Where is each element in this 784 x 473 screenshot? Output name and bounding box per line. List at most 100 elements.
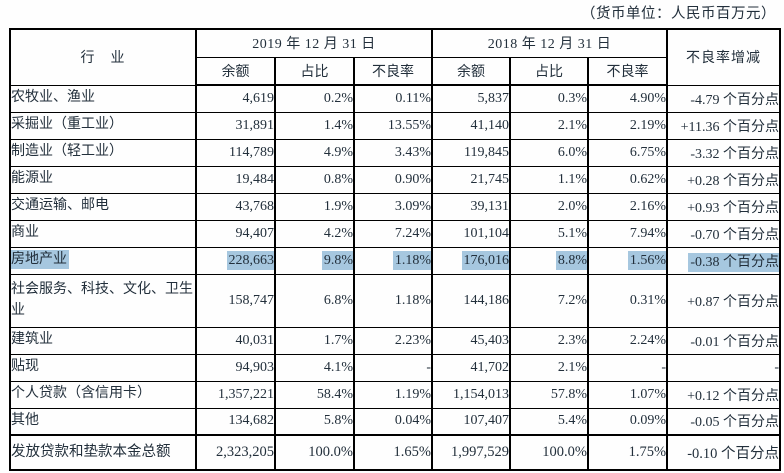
currency-unit-note: （货币单位：人民币百万元） (581, 6, 776, 22)
value-cell: 8.8% (509, 246, 589, 274)
value-cell: 1.19% (352, 380, 433, 408)
value-cell: 228,663 (195, 246, 275, 274)
value-cell: 119,845 (431, 138, 511, 166)
value-cell: 0.90% (352, 165, 433, 193)
value-cell: 6.0% (509, 138, 589, 166)
value-cell: 1.9% (274, 192, 354, 220)
industry-label: 交通运输、邮电 (11, 198, 109, 214)
value-cell: 2.23% (352, 326, 433, 354)
header-group-2018: 2018 年 12 月 31 日 (431, 28, 668, 57)
value-cell: 0.62% (587, 165, 668, 193)
industry-cell: 房地产业 (9, 246, 196, 274)
value-cell: 1.18% (352, 273, 433, 327)
industry-cell: 贴现 (9, 353, 196, 381)
value-cell: 0.04% (352, 407, 433, 435)
change-cell: -4.79 个百分点 (666, 84, 781, 112)
value-cell: 2.19% (587, 111, 668, 139)
value-cell: 3.43% (352, 138, 433, 166)
value-cell: 9.8% (274, 246, 354, 274)
table-row-real-estate-highlighted: 房地产业 228,663 9.8% 1.18% 176,016 8.8% 1.5… (9, 246, 781, 274)
header-npl-2019: 不良率 (352, 56, 433, 86)
header-industry: 行 业 (9, 28, 196, 85)
value-cell: 1,154,013 (431, 380, 511, 408)
value-cell: 41,140 (431, 111, 511, 139)
value-cell: 41,702 (431, 353, 511, 381)
value-cell: 39,131 (431, 192, 511, 220)
value-cell: 0.3% (509, 84, 589, 112)
industry-cell: 制造业（轻工业） (9, 138, 196, 166)
value-cell: 7.24% (352, 219, 433, 247)
value-cell: 0.11% (352, 84, 433, 112)
change-cell: -0.01 个百分点 (666, 326, 781, 354)
value-cell: 4.9% (274, 138, 354, 166)
table-row-social-services: 社会服务、科技、文化、卫生业 158,747 6.8% 1.18% 144,18… (9, 273, 781, 327)
value-cell: 7.94% (587, 219, 668, 247)
header-row-groups: 行 业 2019 年 12 月 31 日 2018 年 12 月 31 日 不良… (9, 28, 781, 85)
value-cell: 57.8% (509, 380, 589, 408)
value-cell: 107,407 (431, 407, 511, 435)
value-cell: 13.55% (352, 111, 433, 139)
value-cell: 1.07% (587, 380, 668, 408)
change-cell: +0.28 个百分点 (666, 165, 781, 193)
table-row-agriculture: 农牧业、渔业 4,619 0.2% 0.11% 5,837 0.3% 4.90%… (9, 84, 781, 112)
value-cell: 5.1% (509, 219, 589, 247)
header-balance-2019: 余额 (195, 56, 275, 86)
value-cell: 101,104 (431, 219, 511, 247)
value-cell: 100.0% (274, 434, 354, 470)
value-cell: 40,031 (195, 326, 275, 354)
value-cell: 1.1% (509, 165, 589, 193)
value-cell: 1.56% (587, 246, 668, 274)
value-cell: 4.1% (274, 353, 354, 381)
value-cell: - (587, 353, 668, 381)
value-cell: 4.2% (274, 219, 354, 247)
change-cell: -0.70 个百分点 (666, 219, 781, 247)
change-cell: +0.93 个百分点 (666, 192, 781, 220)
value-cell: 2.24% (587, 326, 668, 354)
industry-cell: 商业 (9, 219, 196, 247)
value-cell: 2.1% (509, 353, 589, 381)
header-npl-change: 不良率增减 (666, 28, 781, 85)
change-cell: -0.05 个百分点 (666, 407, 781, 435)
header-group-2019: 2019 年 12 月 31 日 (194, 28, 433, 57)
industry-cell: 能源业 (9, 165, 196, 193)
industry-label: 采掘业（重工业） (11, 117, 123, 133)
value-cell: 0.2% (274, 84, 354, 112)
change-cell: -0.38 个百分点 (666, 246, 781, 274)
value-cell: 45,403 (431, 326, 511, 354)
value-cell: 2.3% (509, 326, 589, 354)
value-cell: 114,789 (195, 138, 275, 166)
value-cell: 1.75% (587, 434, 668, 470)
value-cell: 3.09% (352, 192, 433, 220)
value-cell: 19,484 (195, 165, 275, 193)
value-cell: 2.1% (509, 111, 589, 139)
industry-label: 其他 (11, 413, 39, 429)
industry-label: 房地产业 (11, 252, 67, 268)
value-cell: 1,997,529 (431, 434, 511, 470)
industry-label: 农牧业、渔业 (11, 90, 95, 106)
value-cell: 2.0% (509, 192, 589, 220)
table-row-energy: 能源业 19,484 0.8% 0.90% 21,745 1.1% 0.62% … (9, 165, 781, 193)
value-cell: 94,407 (195, 219, 275, 247)
value-cell: 5.8% (274, 407, 354, 435)
header-npl-2018: 不良率 (587, 56, 668, 86)
value-cell: 6.8% (274, 273, 354, 327)
industry-label: 商业 (11, 225, 39, 241)
value-cell: 158,747 (195, 273, 275, 327)
header-row-sub: 余额 占比 不良率 余额 占比 不良率 (10, 56, 780, 86)
value-cell: 176,016 (431, 246, 511, 274)
industry-cell: 建筑业 (9, 326, 196, 354)
value-cell: 6.75% (587, 138, 668, 166)
value-cell: 1.7% (274, 326, 354, 354)
table-row-construction: 建筑业 40,031 1.7% 2.23% 45,403 2.3% 2.24% … (9, 326, 781, 354)
table-row-mining: 采掘业（重工业） 31,891 1.4% 13.55% 41,140 2.1% … (9, 111, 781, 139)
industry-cell: 其他 (9, 407, 196, 435)
value-cell: 1.65% (352, 434, 433, 470)
value-cell: 31,891 (195, 111, 275, 139)
value-cell: 0.31% (587, 273, 668, 327)
value-cell: 1,357,221 (195, 380, 275, 408)
value-cell: 5,837 (431, 84, 511, 112)
value-cell: 58.4% (274, 380, 354, 408)
industry-label: 能源业 (11, 171, 53, 187)
value-cell: 4,619 (195, 84, 275, 112)
